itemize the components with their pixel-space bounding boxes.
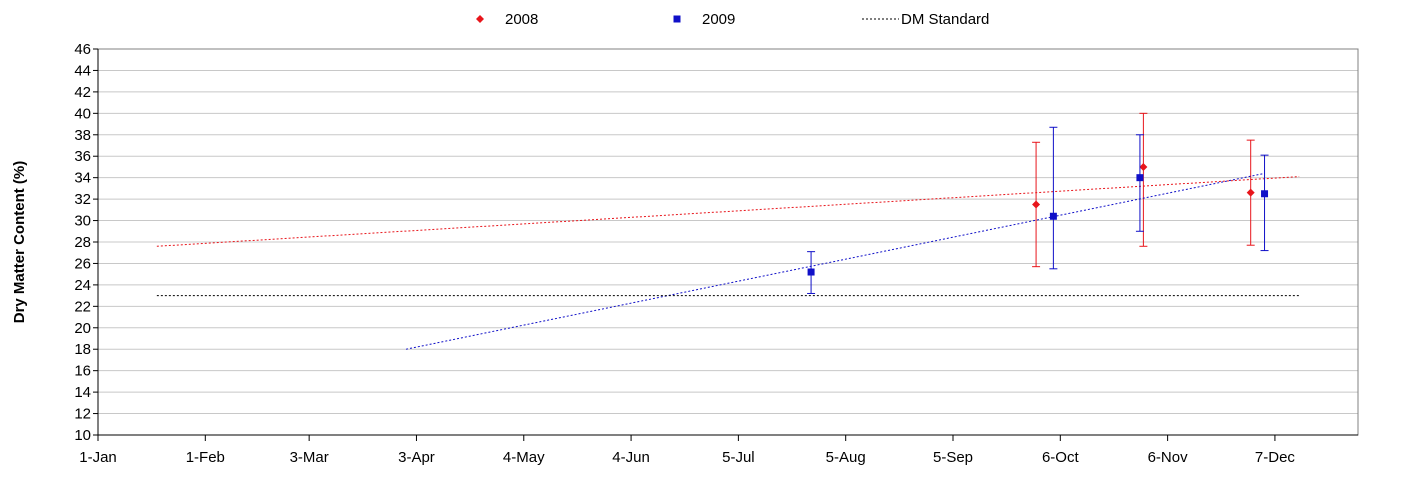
y-tick-label: 40 xyxy=(74,105,91,122)
legend-item-2008: 2008 xyxy=(476,11,538,28)
x-tick-label: 3-Mar xyxy=(290,449,329,466)
trendline xyxy=(156,176,1300,247)
data-point xyxy=(807,268,815,276)
data-point xyxy=(1032,200,1041,209)
x-tick-label: 6-Oct xyxy=(1042,449,1080,466)
gridlines xyxy=(98,48,1358,436)
y-tick-label: 38 xyxy=(74,127,91,144)
y-tick-label: 46 xyxy=(74,41,91,58)
x-tick-label: 6-Nov xyxy=(1148,449,1189,466)
y-tick-label: 14 xyxy=(74,384,91,401)
y-tick-label: 20 xyxy=(74,320,91,337)
y-tick-label: 30 xyxy=(74,213,91,230)
x-tick-label: 1-Jan xyxy=(79,449,117,466)
data-point xyxy=(1246,188,1255,197)
trendline xyxy=(405,172,1265,350)
data-point xyxy=(1049,212,1057,220)
y-tick-label: 24 xyxy=(74,277,91,294)
legend: 2008 2009 DM Standard xyxy=(476,11,989,28)
legend-label: 2009 xyxy=(702,11,735,28)
y-tick-label: 18 xyxy=(74,341,91,358)
x-tick-label: 5-Sep xyxy=(933,449,973,466)
series-layer xyxy=(156,112,1300,350)
legend-item-dm-standard: DM Standard xyxy=(862,11,989,28)
x-tick-label: 3-Apr xyxy=(398,449,435,466)
data-point xyxy=(1261,190,1269,198)
legend-label: 2008 xyxy=(505,11,538,28)
legend-swatch xyxy=(476,15,484,23)
y-tick-label: 42 xyxy=(74,84,91,101)
y-axis-ticks: 10 12 14 16 18 20 22 24 26 28 30 32 34 36 38 40 42 44 46 xyxy=(74,41,98,444)
data-point xyxy=(1139,162,1148,171)
x-tick-label: 1-Feb xyxy=(186,449,225,466)
y-tick-label: 36 xyxy=(74,148,91,165)
legend-swatch xyxy=(673,15,681,23)
y-tick-label: 22 xyxy=(74,298,91,315)
y-tick-label: 10 xyxy=(74,427,91,444)
y-tick-label: 32 xyxy=(74,191,91,208)
y-tick-label: 34 xyxy=(74,170,91,187)
series-2008 xyxy=(156,112,1300,268)
x-axis-ticks: 1-Jan 1-Feb 3-Mar 3-Apr 4-May 4-Jun 5-Jul 5-Aug… xyxy=(79,435,1295,466)
y-tick-label: 26 xyxy=(74,255,91,272)
legend-label: DM Standard xyxy=(901,11,989,28)
x-tick-label: 5-Aug xyxy=(826,449,866,466)
data-point xyxy=(1136,174,1144,182)
x-tick-label: 4-May xyxy=(503,449,545,466)
y-tick-label: 28 xyxy=(74,234,91,251)
y-tick-label: 12 xyxy=(74,406,91,423)
y-tick-label: 16 xyxy=(74,363,91,380)
legend-item-2009: 2009 xyxy=(673,11,735,28)
series-2009 xyxy=(405,126,1269,350)
x-tick-label: 5-Jul xyxy=(722,449,755,466)
y-axis-title: Dry Matter Content (%) xyxy=(11,161,28,324)
x-tick-label: 4-Jun xyxy=(612,449,650,466)
y-tick-label: 44 xyxy=(74,62,91,79)
x-tick-label: 7-Dec xyxy=(1255,449,1296,466)
